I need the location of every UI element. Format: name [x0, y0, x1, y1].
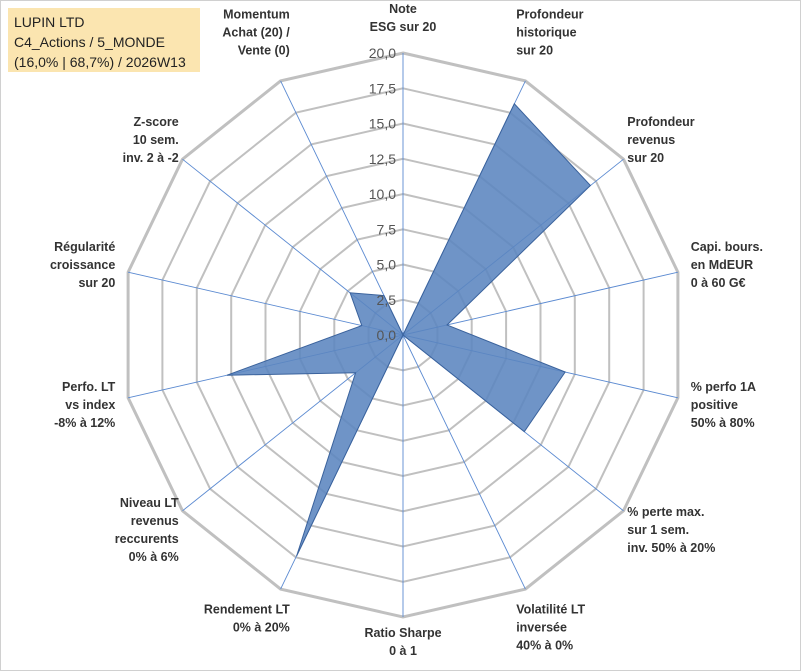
axis-label-10-line-1: vs index — [65, 398, 115, 412]
axis-label-10-line-2: -8% à 12% — [54, 416, 115, 430]
axis-label-4: % perfo 1A positive 50% à 80% — [691, 380, 756, 430]
axis-label-0-line-1: ESG sur 20 — [370, 20, 437, 34]
axis-label-12: Z-score 10 sem. inv. 2 à -2 — [123, 115, 179, 165]
axis-label-9-line-0: Niveau LT — [120, 496, 179, 510]
axis-label-12-line-2: inv. 2 à -2 — [123, 151, 179, 165]
axis-label-0-line-0: Note — [389, 2, 417, 16]
axis-label-6: Volatilité LT inversée 40% à 0% — [516, 603, 585, 653]
tick-label-8: 20,0 — [369, 45, 396, 61]
axis-label-13-line-1: Achat (20) / — [222, 26, 290, 40]
axis-label-5-line-1: sur 1 sem. — [627, 523, 689, 537]
axis-label-1-line-0: Profondeur — [516, 8, 583, 22]
tick-label-0: 0,0 — [377, 327, 397, 343]
axis-label-9-line-1: revenus — [131, 514, 179, 528]
axis-label-1: Profondeur historique sur 20 — [516, 8, 583, 58]
axis-label-2-line-2: sur 20 — [627, 151, 664, 165]
axis-label-2-line-0: Profondeur — [627, 115, 694, 129]
axis-label-12-line-1: 10 sem. — [133, 133, 179, 147]
tick-label-4: 10,0 — [369, 186, 396, 202]
axis-label-9: Niveau LT revenus reccurents 0% à 6% — [115, 496, 179, 564]
tick-label-7: 17,5 — [369, 80, 396, 96]
axis-label-4-line-0: % perfo 1A — [691, 380, 756, 394]
axis-label-3-line-2: 0 à 60 G€ — [691, 276, 746, 290]
axis-label-8-line-0: Rendement LT — [204, 603, 290, 617]
axis-label-8: Rendement LT 0% à 20% — [204, 603, 290, 635]
axis-label-12-line-0: Z-score — [134, 115, 179, 129]
series-area — [226, 102, 592, 557]
axis-label-5-line-0: % perte max. — [627, 505, 704, 519]
title-line-category: C4_Actions / 5_MONDE — [14, 34, 165, 50]
axis-label-9-line-2: reccurents — [115, 532, 179, 546]
axis-label-7: Ratio Sharpe 0 à 1 — [364, 626, 441, 658]
axis-label-3-line-0: Capi. bours. — [691, 240, 763, 254]
axis-label-7-line-0: Ratio Sharpe — [364, 626, 441, 640]
axis-label-5-line-2: inv. 50% à 20% — [627, 541, 715, 555]
axis-label-4-line-2: 50% à 80% — [691, 416, 755, 430]
axis-label-1-line-2: sur 20 — [516, 44, 553, 58]
spoke-6 — [402, 334, 526, 590]
axis-label-10: Perfo. LT vs index -8% à 12% — [54, 380, 116, 430]
axis-label-1-line-1: historique — [516, 26, 576, 40]
radar-series — [226, 102, 592, 557]
axis-label-6-line-0: Volatilité LT — [516, 603, 585, 617]
axis-label-3: Capi. bours. en MdEUR 0 à 60 G€ — [691, 240, 763, 290]
axis-label-5: % perte max. sur 1 sem. inv. 50% à 20% — [627, 505, 715, 555]
title-line-company: LUPIN LTD — [14, 14, 85, 30]
axis-label-2-line-1: revenus — [627, 133, 675, 147]
axis-label-11-line-1: croissance — [50, 258, 115, 272]
spoke-13 — [280, 80, 404, 336]
axis-label-11: Régularité croissance sur 20 — [50, 240, 115, 290]
axis-label-4-line-1: positive — [691, 398, 738, 412]
tick-label-5: 12,5 — [369, 151, 396, 167]
title-line-stats: (16,0% | 68,7%) / 2026W13 — [14, 54, 186, 70]
axis-label-2: Profondeur revenus sur 20 — [627, 115, 694, 165]
axis-label-11-line-0: Régularité — [54, 240, 115, 254]
chart-title-box: LUPIN LTD C4_Actions / 5_MONDE (16,0% | … — [8, 8, 200, 72]
axis-label-13: Momentum Achat (20) / Vente (0) — [222, 8, 290, 58]
tick-label-6: 15,0 — [369, 116, 396, 132]
spoke-11 — [127, 271, 404, 336]
axis-label-8-line-1: 0% à 20% — [233, 621, 290, 635]
axis-label-13-line-2: Vente (0) — [238, 44, 290, 58]
axis-label-9-line-3: 0% à 6% — [129, 550, 179, 564]
radar-tick-labels: 0,0 2,5 5,0 7,5 10,0 12,5 15,0 17,5 20,0 — [369, 45, 396, 343]
axis-label-13-line-0: Momentum — [223, 8, 290, 22]
tick-label-1: 2,5 — [377, 292, 397, 308]
axis-label-6-line-2: 40% à 0% — [516, 639, 573, 653]
tick-label-3: 7,5 — [377, 221, 397, 237]
spoke-3 — [402, 271, 679, 336]
tick-label-2: 5,0 — [377, 257, 397, 273]
axis-label-3-line-1: en MdEUR — [691, 258, 754, 272]
axis-label-10-line-0: Perfo. LT — [62, 380, 116, 394]
axis-label-11-line-2: sur 20 — [78, 276, 115, 290]
axis-label-0: Note ESG sur 20 — [370, 2, 437, 34]
axis-label-7-line-1: 0 à 1 — [389, 644, 417, 658]
axis-label-6-line-1: inversée — [516, 621, 567, 635]
radar-axis-labels: Note ESG sur 20 Profondeur historique sur 20… — [50, 2, 763, 658]
